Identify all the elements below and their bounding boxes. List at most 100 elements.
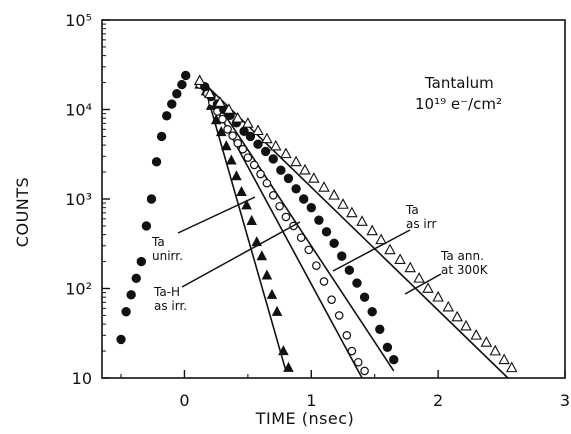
data-point-ta-h-as-irr	[319, 277, 329, 286]
data-point-ta-h-as-irr	[353, 357, 363, 367]
y-tick-label: 10²	[65, 280, 92, 299]
data-point-ta-h-as-irr	[296, 233, 306, 242]
annotation-label-ta-unirr-line: Ta	[151, 235, 165, 249]
data-point-ta-h-as-irr	[334, 311, 344, 320]
data-point-ta-h-as-irr	[360, 366, 369, 376]
data-point-ta-ann-at-300k	[422, 282, 434, 293]
data-point-ta-as-irr	[367, 307, 377, 317]
data-point-ta-as-irr	[121, 307, 131, 317]
data-point-ta-as-irr	[389, 355, 399, 365]
data-point-ta-unirr	[215, 126, 227, 137]
data-point-ta-as-irr	[167, 99, 177, 109]
annotation-label-ta-ann-at-300k: Ta ann. at 300K	[440, 249, 489, 277]
data-point-ta-ann-at-300k	[394, 253, 406, 265]
data-point-ta-h-as-irr	[243, 153, 253, 162]
data-point-ta-h-as-irr	[347, 346, 357, 356]
annotation-label-ta-h-as-irr-line: Ta-H	[153, 285, 180, 299]
data-point-ta-ann-at-300k	[261, 132, 273, 144]
y-tick-label: 10⁴	[65, 101, 92, 120]
data-point-ta-h-as-irr	[256, 169, 265, 179]
x-axis-label: TIME (nsec)	[255, 409, 355, 428]
x-tick-label: 1	[306, 391, 316, 410]
data-point-ta-unirr	[278, 345, 289, 356]
data-point-ta-h-as-irr	[268, 190, 278, 200]
data-point-ta-as-irr	[156, 131, 167, 142]
x-axis-ticks	[120, 370, 566, 378]
data-points	[116, 70, 518, 376]
data-point-ta-as-irr	[352, 278, 362, 288]
data-point-ta-ann-at-300k	[231, 111, 244, 123]
data-point-ta-as-irr	[260, 146, 271, 157]
y-tick-label: 10³	[65, 190, 92, 209]
data-point-ta-h-as-irr	[312, 261, 321, 270]
data-point-ta-as-irr	[126, 290, 136, 300]
data-point-ta-as-irr	[116, 334, 126, 345]
annotation-label-ta-ann-at-300k-line: Ta ann.	[440, 249, 484, 263]
data-point-ta-ann-at-300k	[318, 181, 330, 192]
x-axis-tick-labels: 0 1 2 3	[179, 391, 570, 410]
data-point-ta-unirr	[226, 154, 237, 165]
data-point-ta-ann-at-300k	[308, 172, 320, 183]
data-point-ta-as-irr	[276, 165, 286, 175]
annotation-label-ta-h-as-irr-line: as irr.	[154, 299, 187, 313]
data-point-ta-as-irr	[344, 265, 355, 275]
data-point-ta-ann-at-300k	[480, 336, 493, 347]
data-point-ta-ann-at-300k	[498, 353, 510, 365]
y-axis-tick-labels: 10 10² 10³ 10⁴ 10⁵	[65, 11, 92, 388]
annotation-label-ta-as-irr: Ta as irr	[405, 203, 436, 231]
data-point-ta-h-as-irr	[281, 212, 291, 222]
data-point-ta-ann-at-300k	[204, 87, 216, 99]
data-point-ta-as-irr	[253, 139, 263, 149]
annotation-arrow-ta-unirr	[177, 196, 256, 234]
data-point-ta-h-as-irr	[304, 245, 314, 255]
data-point-ta-unirr	[231, 170, 242, 181]
data-point-ta-h-as-irr	[223, 125, 232, 134]
data-point-ta-ann-at-300k	[242, 117, 254, 128]
data-point-ta-unirr	[246, 214, 257, 225]
data-point-ta-unirr	[283, 361, 294, 372]
chart-subtitle: 10¹⁹ e⁻/cm²	[415, 95, 502, 113]
fit-line-ta-unirr	[202, 82, 287, 372]
annotation-arrow-ta-h-as-irr	[181, 221, 301, 288]
annotation-label-ta-as-irr-line: Ta	[405, 203, 419, 217]
annotation-label-ta-as-irr-line: as irr	[406, 217, 436, 231]
annotation-arrow-ta-ann-at-300k	[404, 273, 442, 295]
data-point-ta-as-irr	[283, 173, 294, 184]
data-point-ta-unirr	[236, 185, 247, 197]
data-point-ta-ann-at-300k	[470, 329, 482, 340]
data-point-ta-as-irr	[136, 256, 147, 267]
data-point-ta-ann-at-300k	[460, 319, 472, 331]
annotation-label-ta-ann-at-300k-line: at 300K	[441, 263, 489, 277]
data-point-ta-ann-at-300k	[337, 198, 349, 209]
data-point-ta-as-irr	[141, 221, 152, 231]
data-point-ta-ann-at-300k	[384, 243, 396, 255]
data-point-ta-unirr	[241, 199, 252, 210]
data-point-ta-ann-at-300k	[223, 103, 235, 114]
data-point-ta-unirr	[256, 250, 268, 261]
data-point-ta-as-irr	[245, 131, 256, 142]
y-tick-label: 10⁵	[65, 11, 92, 30]
data-point-ta-as-irr	[375, 324, 385, 335]
data-point-ta-h-as-irr	[249, 160, 259, 170]
data-point-ta-ann-at-300k	[299, 163, 311, 175]
data-point-ta-ann-at-300k	[489, 344, 502, 356]
data-point-ta-as-irr	[146, 194, 157, 204]
data-point-ta-ann-at-300k	[328, 189, 340, 200]
data-point-ta-as-irr	[268, 154, 278, 164]
x-tick-label: 3	[560, 391, 570, 410]
x-tick-label: 0	[179, 391, 189, 410]
data-point-ta-h-as-irr	[275, 201, 284, 211]
data-point-ta-as-irr	[177, 79, 187, 90]
data-point-ta-ann-at-300k	[356, 215, 368, 226]
annotation-label-ta-unirr-line: unirr.	[152, 249, 183, 263]
data-point-ta-as-irr	[337, 251, 347, 261]
data-point-ta-ann-at-300k	[214, 96, 226, 107]
y-axis-ticks	[102, 19, 110, 379]
data-point-ta-ann-at-300k	[404, 261, 417, 273]
x-tick-label: 2	[433, 391, 443, 410]
y-axis-label: COUNTS	[13, 177, 32, 247]
annotation-arrows	[177, 196, 442, 295]
data-point-ta-ann-at-300k	[505, 361, 518, 373]
data-point-ta-ann-at-300k	[270, 139, 282, 151]
